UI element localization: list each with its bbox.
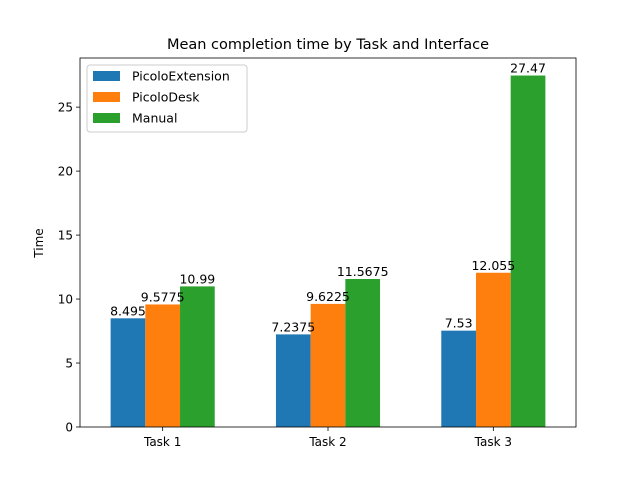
legend: PicoloExtension PicoloDesk Manual (86, 64, 248, 133)
x-tick-label: Task 2 (308, 435, 346, 449)
y-tick-label: 10 (58, 293, 73, 307)
bar-manual-1 (180, 286, 215, 427)
bar-picoloextension-3 (441, 330, 476, 427)
x-tick-label: Task 3 (474, 435, 512, 449)
data-label: 9.6225 (306, 289, 350, 304)
y-tick-label: 20 (58, 165, 73, 179)
legend-swatch (93, 71, 120, 81)
data-label: 7.53 (445, 316, 473, 331)
bar-picolodesk-3 (475, 272, 511, 427)
bars-layer (110, 75, 546, 427)
plot-frame (79, 57, 577, 428)
bar-picolodesk-2 (310, 303, 346, 427)
y-tick-label: 25 (58, 101, 73, 115)
y-tick-label: 5 (65, 357, 73, 371)
y-tick-label: 0 (65, 421, 73, 435)
bar-manual-2 (345, 278, 381, 427)
legend-label: Manual (132, 111, 177, 126)
axes-layer: Task 1 Task 2 Task 3 0 5 10 15 20 25 (58, 57, 577, 449)
data-label: 8.495 (110, 303, 146, 318)
data-label: 27.47 (510, 61, 546, 76)
bar-manual-3 (510, 75, 546, 427)
data-label: 10.99 (179, 271, 215, 286)
data-label: 11.5675 (337, 264, 389, 279)
data-label: 9.5775 (141, 289, 185, 304)
y-axis-label: Time (32, 228, 46, 258)
legend-label: PicoloExtension (132, 69, 230, 84)
bar-picoloextension-1 (110, 318, 146, 427)
x-tick-label: Task 1 (143, 435, 181, 449)
legend-box (86, 64, 248, 133)
chart-title: Mean completion time by Task and Interfa… (167, 37, 489, 53)
legend-swatch (93, 92, 120, 102)
legend-swatch (93, 113, 120, 123)
data-label: 7.2375 (271, 319, 315, 334)
bar-picolodesk-1 (145, 304, 181, 427)
bar-picoloextension-2 (275, 334, 311, 427)
legend-label: PicoloDesk (132, 90, 200, 105)
data-label: 12.055 (471, 258, 515, 273)
y-tick-label: 15 (58, 229, 73, 243)
